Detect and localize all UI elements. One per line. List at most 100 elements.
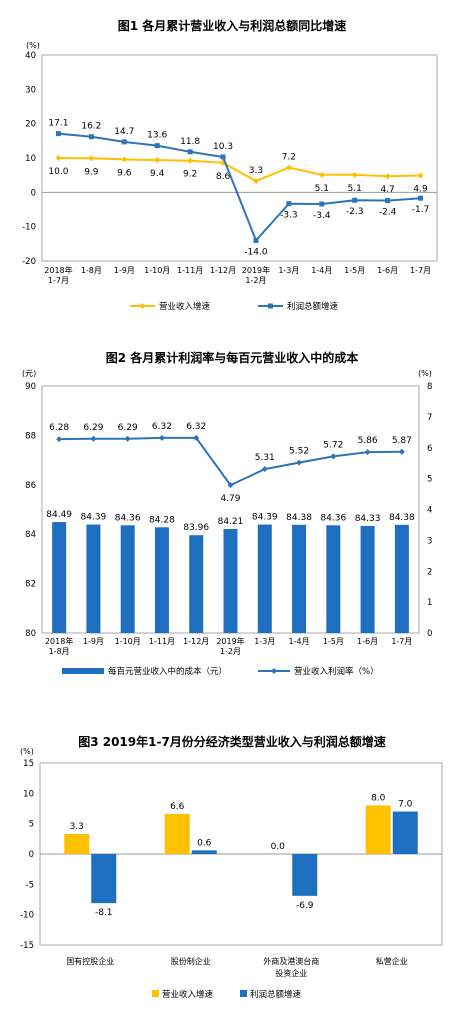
chart-3-series-1-bar-1 [191,850,217,854]
chart-2-margin-point-6 [261,466,268,473]
chart-2-bar-7 [292,524,307,633]
chart-1-series-1-label-2: 14.7 [114,127,134,137]
chart-1-x-tick-9-line-0: 1-5月 [344,266,365,275]
chart-1-plot-frame [41,54,438,262]
chart-3-y-tick-2: 5 [29,820,34,830]
chart-3: 图3 2019年1-7月份分经济类型营业收入与利润总额增速 (%) 15 10 5 0… [20,734,443,1000]
chart-2-margin-label-1: 6.29 [83,423,103,433]
chart-3-series-1-label-0: -8.1 [95,908,113,918]
chart-1-legend: 营业收入增速 利润总额增速 [130,301,339,312]
chart-1-series-0-point-3 [154,157,161,164]
chart-1-legend-marker-profit [268,303,273,309]
chart-1-series-1-label-5: 10.3 [213,142,233,152]
chart-1-series-1-label-4: 11.8 [180,137,200,147]
chart-2-x-tick-2-line-0: 1-10月 [115,637,141,646]
chart-3-legend-swatch-revenue [152,990,159,997]
chart-1-series-1-point-0 [55,131,61,137]
chart-2-bar-label-5: 84.21 [218,517,244,527]
chart-2-y-tick-right-4: 4 [427,506,432,516]
chart-1-y-tick-3: 10 [25,154,36,164]
chart-1-series-1-point-6 [253,237,259,243]
chart-2-margin-label-0: 6.28 [49,423,69,433]
chart-2-margin-point-3 [158,434,165,441]
chart-2-margin-label-7: 5.52 [289,447,309,457]
chart-2-x-tick-0-line-0: 2018年 [45,636,73,646]
chart-1-series-1-label-8: -3.4 [313,211,331,221]
chart-2-y-tick-left-2: 86 [25,481,36,491]
chart-1-x-tick-10-line-0: 1-6月 [377,266,398,275]
chart-2-bar-0 [52,522,67,633]
chart-2-y-tick-left-5: 80 [25,629,36,639]
chart-2-x-tick-0-line-1: 1-8月 [49,647,70,656]
chart-2-bar-label-4: 83.96 [183,523,209,533]
chart-3-series-0-label-2: 0.0 [271,842,286,852]
chart-1-x-tick-6-line-1: 1-2月 [245,276,266,285]
chart-2-bar-label-3: 84.28 [149,515,175,525]
chart-1-series-0-point-4 [187,157,194,164]
chart-1-x-tick-5-line-0: 1-12月 [210,266,236,275]
chart-1-x-tick-3-line-0: 1-10月 [144,266,170,275]
chart-2-bar-label-8: 84.36 [320,513,346,523]
chart-1-series-1-point-7 [286,201,292,207]
chart-3-series-1-bar-0 [91,854,117,904]
chart-1-series-1-point-3 [154,143,160,149]
chart-2-bar-8 [326,525,341,633]
chart-1-series-0-point-9 [351,171,358,178]
chart-3-y-tick-1: 10 [23,789,34,799]
chart-3-y-unit: (%) [20,747,34,756]
chart-2-margin-point-2 [124,435,131,442]
chart-2-x-tick-9-line-0: 1-6月 [357,637,378,646]
chart-1-y-unit: (%) [26,41,40,50]
chart-2: 图2 各月累计利润率与每百元营业收入中的成本 (元) (%) 908886848… [22,350,432,677]
chart-2-margin-label-3: 6.32 [152,422,172,432]
chart-2-x-tick-6-line-0: 1-3月 [254,637,275,646]
chart-2-bar-4 [189,535,204,633]
chart-1-x-tick-0-line-1: 1-7月 [48,276,69,285]
chart-1-series-1-label-3: 13.6 [147,131,167,141]
chart-1-series-0-label-3: 9.4 [150,169,165,179]
chart-2-x-tick-7-line-0: 1-4月 [289,637,310,646]
chart-3-series-1-label-2: -6.9 [296,901,314,911]
chart-2-legend-swatch-cost [62,668,104,674]
chart-1-x-tick-7-line-0: 1-3月 [278,266,299,275]
chart-1-series-1-point-1 [88,134,94,140]
chart-1-series-0-label-0: 10.0 [48,167,68,177]
chart-2-margin-label-9: 5.86 [358,436,378,446]
chart-3-legend-label-revenue: 营业收入增速 [162,989,214,1000]
chart-2-y-tick-left-3: 84 [25,530,36,540]
chart-3-series-1-bar-2 [292,854,318,896]
chart-1-series-0-point-0 [55,155,62,161]
chart-1-series-0-label-9: 5.1 [348,184,362,194]
chart-3-series-1-bar-3 [392,811,418,854]
chart-2-bar-label-0: 84.49 [46,510,72,520]
chart-1-x-tick-0-line-0: 2018年 [44,265,72,275]
chart-2-margin-point-9 [364,449,371,456]
chart-2-x-tick-3-line-0: 1-11月 [149,637,175,646]
chart-1-series-0-label-8: 5.1 [315,184,329,194]
chart-1-x-tick-2-line-0: 1-9月 [114,266,135,275]
chart-1-title: 图1 各月累计营业收入与利润总额同比增速 [118,18,347,33]
chart-2-bar-9 [360,526,375,633]
chart-3-series-0-label-0: 3.3 [70,822,84,832]
chart-1-series-1-point-10 [385,198,391,204]
chart-2-x-tick-5-line-0: 2019年 [216,636,244,646]
chart-3-y-tick-3: 0 [29,850,34,860]
chart-2-title: 图2 各月累计利润率与每百元营业收入中的成本 [106,350,359,365]
chart-3-series-0-bar-0 [64,833,90,854]
chart-1-series-1-label-0: 17.1 [48,119,68,129]
chart-1-series-1-label-10: -2.4 [379,208,397,218]
chart-2-x-tick-10-line-0: 1-7月 [391,637,412,646]
chart-1-legend-marker-revenue [139,303,146,309]
chart-2-y-tick-right-0: 8 [427,382,432,392]
chart-2-legend-label-cost: 每百元营业收入中的成本（元） [108,666,227,677]
chart-3-series-0-bar-3 [365,805,391,854]
chart-1-legend-label-profit: 利润总额增速 [287,301,339,312]
chart-1-series-0-point-11 [417,172,424,179]
chart-3-x-tick-0-line-0: 国有控股企业 [66,956,114,966]
chart-3-x-tick-3-line-0: 私营企业 [376,956,408,966]
chart-2-margin-label-8: 5.72 [323,440,343,450]
chart-1-y-tick-0: 40 [25,51,36,61]
chart-1-series-0-label-2: 9.6 [117,168,132,178]
chart-1-series-0-label-10: 4.7 [380,185,394,195]
chart-3-y-tick-5: -10 [20,911,34,921]
